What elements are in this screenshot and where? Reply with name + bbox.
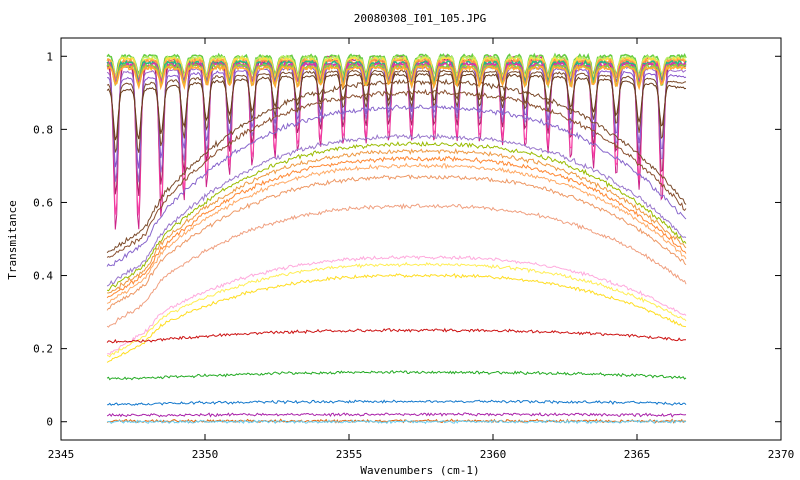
x-tick-label: 2360 <box>480 448 507 461</box>
y-tick-label: 0.8 <box>33 123 53 136</box>
x-tick-label: 2365 <box>624 448 651 461</box>
series-line <box>106 58 687 197</box>
series-line <box>106 103 687 267</box>
chart-title: 20080308_I01_105.JPG <box>354 12 486 25</box>
y-axis: 0 0.2 0.4 0.6 0.8 1 <box>33 50 781 429</box>
series-line <box>106 370 687 381</box>
series-line <box>106 174 687 311</box>
y-tick-label: 1 <box>46 50 53 63</box>
series-line <box>107 419 687 425</box>
y-tick-label: 0 <box>46 416 53 429</box>
series-line <box>107 148 687 294</box>
x-axis-label: Wavenumbers (cm-1) <box>360 464 479 477</box>
y-axis-label: Transmitance <box>6 200 19 279</box>
series-line <box>106 132 687 287</box>
series-line <box>106 418 687 424</box>
series-line <box>107 58 687 216</box>
series-line <box>106 273 687 363</box>
series-line <box>106 255 687 355</box>
series-line <box>106 411 687 418</box>
x-tick-label: 2370 <box>768 448 795 461</box>
series-line <box>106 78 687 254</box>
series-line <box>106 88 687 258</box>
x-tick-label: 2345 <box>48 448 75 461</box>
series-line <box>106 69 687 153</box>
plot-frame <box>60 37 782 441</box>
y-tick-label: 0.6 <box>33 196 53 209</box>
series-line <box>107 399 687 406</box>
x-tick-label: 2350 <box>192 448 219 461</box>
series-line <box>106 155 687 299</box>
series-line <box>106 261 687 358</box>
series-line <box>106 140 687 292</box>
y-tick-label: 0.4 <box>33 270 53 283</box>
series-group <box>106 52 687 425</box>
y-tick-label: 0.2 <box>33 343 53 356</box>
series-line <box>106 162 687 304</box>
x-tick-label: 2355 <box>336 448 363 461</box>
x-axis: 2345 2350 2355 2360 2365 2370 <box>48 38 795 461</box>
series-line <box>106 327 687 344</box>
series-line <box>106 202 687 328</box>
series-line <box>106 72 687 141</box>
series-line-top <box>106 64 687 91</box>
